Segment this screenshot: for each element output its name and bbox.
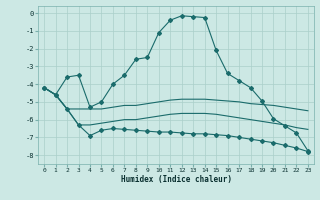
X-axis label: Humidex (Indice chaleur): Humidex (Indice chaleur): [121, 175, 231, 184]
